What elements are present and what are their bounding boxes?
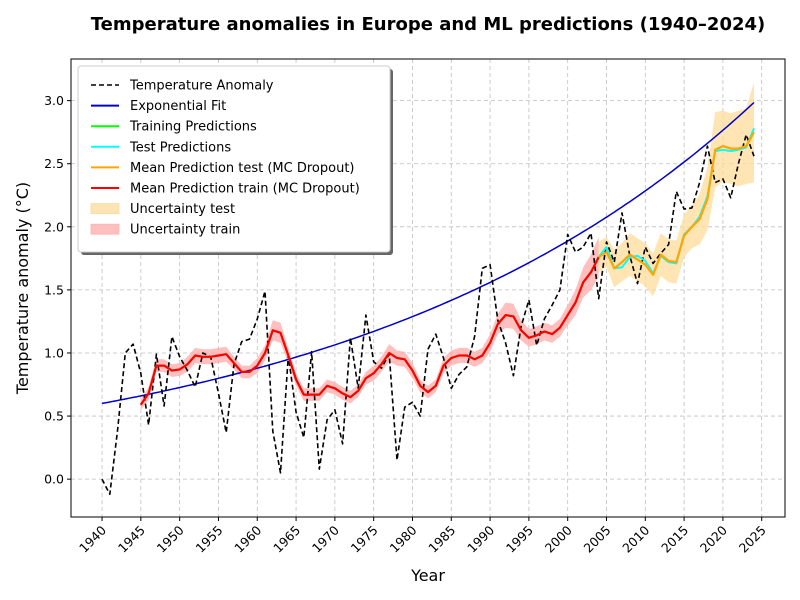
plot-area-frame bbox=[70, 58, 786, 518]
x-tick-label: 1960 bbox=[231, 522, 264, 555]
legend-label-mean_test: Mean Prediction test (MC Dropout) bbox=[130, 161, 355, 176]
mean-prediction-train-line bbox=[139, 256, 600, 406]
legend-swatch-band_test bbox=[90, 203, 120, 215]
y-axis: 0.0 0.5 1.0 1.5 2.0 2.5 3.0 bbox=[44, 93, 71, 487]
y-tick-label: 0.5 bbox=[44, 409, 64, 424]
y-tick-label: 2.0 bbox=[44, 219, 64, 234]
y-tick-label: 2.5 bbox=[44, 156, 64, 171]
mean-prediction-test-line bbox=[598, 131, 755, 276]
legend-label-band_test: Uncertainty test bbox=[130, 202, 235, 217]
legend: Temperature Anomaly Exponential Fit Traini… bbox=[77, 65, 393, 255]
x-tick-label: 2025 bbox=[736, 523, 769, 556]
legend-label-band_train: Uncertainty train bbox=[130, 223, 240, 238]
x-tick-label: 1955 bbox=[192, 523, 225, 556]
test-predictions-line bbox=[597, 128, 755, 275]
x-tick-label: 2015 bbox=[658, 523, 691, 556]
uncertainty-test-band bbox=[598, 81, 754, 297]
x-tick-label: 1975 bbox=[348, 523, 381, 556]
x-tick-label: 1990 bbox=[464, 522, 497, 555]
x-tick-label: 1980 bbox=[386, 522, 419, 555]
x-tick-label: 2005 bbox=[581, 523, 614, 556]
legend-label-mean_train: Mean Prediction train (MC Dropout) bbox=[130, 182, 360, 197]
exponential-fit-line bbox=[101, 101, 755, 405]
x-tick-label: 1995 bbox=[503, 523, 536, 556]
x-axis-label: Year bbox=[410, 566, 445, 585]
legend-label-fit: Exponential Fit bbox=[130, 99, 226, 114]
x-tick-label: 2000 bbox=[542, 522, 575, 555]
x-axis: 1940 1945 1950 1955 1960 1965 1970 1975 1980 1985… bbox=[76, 517, 769, 556]
chart-title: Temperature anomalies in Europe and ML p… bbox=[91, 14, 766, 35]
y-tick-label: 1.5 bbox=[44, 282, 64, 297]
x-tick-label: 1985 bbox=[425, 523, 458, 556]
x-tick-label: 1950 bbox=[154, 522, 187, 555]
x-tick-label: 1965 bbox=[270, 523, 303, 556]
legend-label-train_pred: Training Predictions bbox=[129, 120, 257, 135]
x-tick-label: 1970 bbox=[309, 522, 342, 555]
legend-swatch-band_train bbox=[90, 223, 120, 235]
x-tick-label: 1940 bbox=[76, 522, 109, 555]
x-tick-label: 2010 bbox=[619, 522, 652, 555]
x-tick-label: 1945 bbox=[115, 523, 148, 556]
legend-label-test_pred: Test Predictions bbox=[129, 140, 231, 155]
y-tick-label: 1.0 bbox=[44, 345, 64, 360]
y-tick-label: 3.0 bbox=[44, 93, 64, 108]
x-tick-label: 2020 bbox=[697, 522, 730, 555]
data-series bbox=[101, 101, 755, 496]
legend-label-anomaly: Temperature Anomaly bbox=[129, 79, 274, 94]
y-axis-label: Temperature anomaly (°C) bbox=[13, 182, 32, 395]
legend-box bbox=[77, 65, 391, 253]
y-tick-label: 0.0 bbox=[44, 472, 64, 487]
